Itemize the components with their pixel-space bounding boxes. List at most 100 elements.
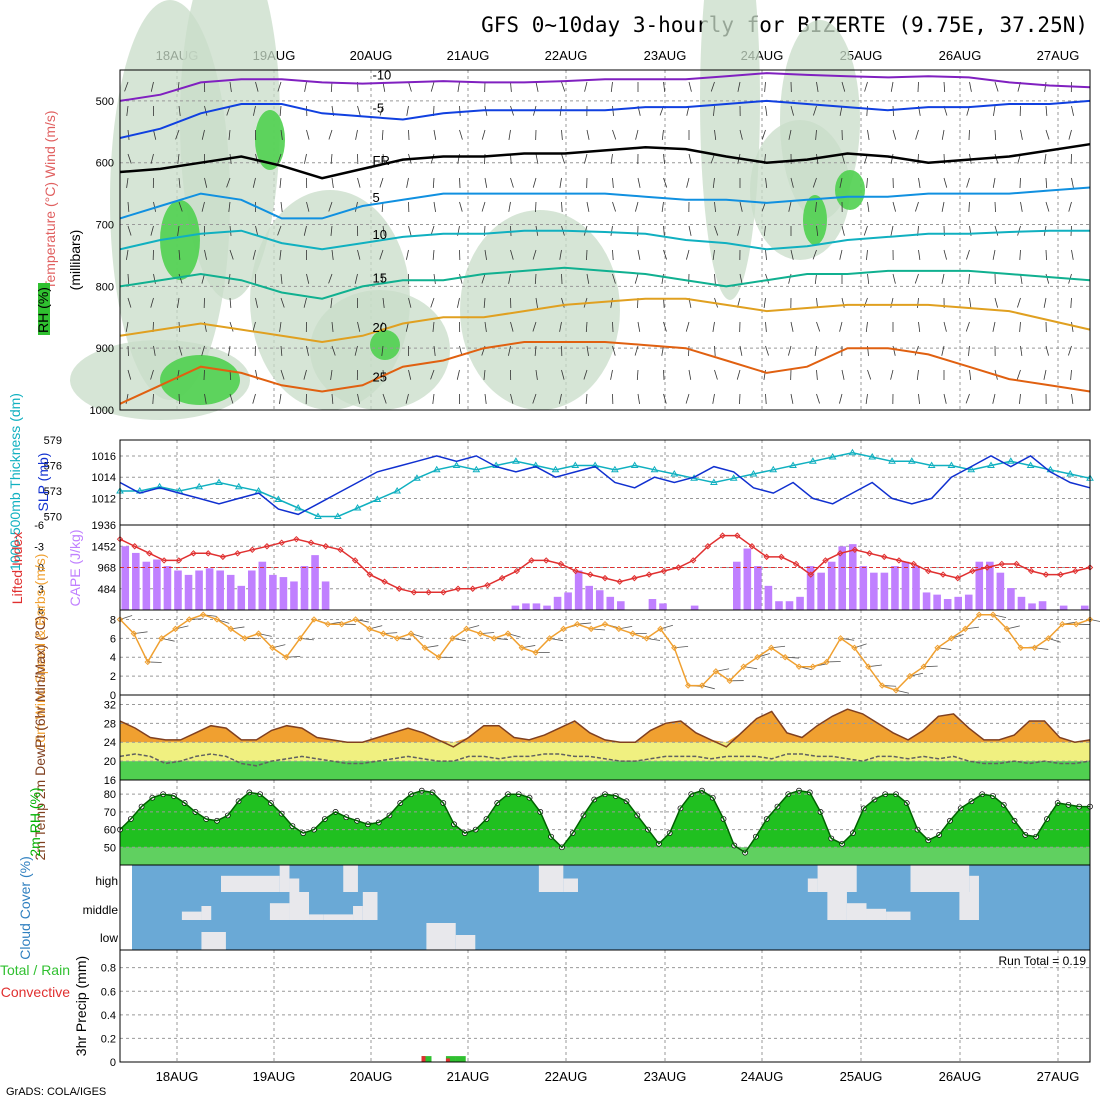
wind-barb [306,273,310,284]
wind-barb [153,129,157,140]
lifted-index-line-marker [351,557,359,564]
wind-barb [153,273,156,284]
wind-barb [559,393,562,404]
wind-barb [686,249,690,260]
isotherm-25 [119,341,1091,405]
wind-barb [943,81,946,93]
cape-bar [543,605,551,610]
wind-barb [713,105,715,116]
wind-barb [788,129,792,140]
wind-barb [765,321,767,332]
wind-speed-line-marker [283,654,290,661]
cape-tick: 484 [98,584,116,596]
wind-barb [228,129,231,140]
wind-barb [612,345,616,356]
lifted-index-line-marker [116,535,124,543]
wind-barb [917,297,919,308]
wind-barb [586,129,590,140]
wind-barb [508,273,511,284]
rh-high-shading [160,200,200,280]
cape-bar [585,585,593,610]
cape-bar [880,572,889,610]
cape-bar [617,601,625,610]
wind-speed-line-marker [615,625,623,633]
rh-legend-swatch [38,283,50,335]
date-label-top: 23AUG [644,48,687,63]
thickness-line-marker [512,457,520,464]
wind-barb [685,321,690,332]
wind-barb [815,201,817,212]
wind-barb [484,177,488,188]
wind-barb [663,225,665,236]
isotherm-label: 10 [373,227,387,242]
pressure-tick: 500 [96,96,114,108]
wind-barb [508,129,511,140]
wind-barb [280,201,283,212]
wind-barb [586,273,590,284]
cape-bar [174,570,182,610]
cape-bar [574,570,583,610]
wind-barb [1045,105,1048,116]
cape-bar [986,561,994,610]
date-label-bottom: 18AUG [156,1069,199,1084]
wind-barb [510,249,514,260]
pressure-tick: 800 [96,281,114,293]
wind-barb [812,177,817,188]
wind-barb [815,129,817,140]
wind-barb [150,81,154,92]
wind-barb [306,201,310,212]
wind-barb [457,297,460,308]
cape-bar [806,566,815,610]
wind-barb [204,249,207,260]
wind-barb [610,81,613,92]
cape-bar [817,572,825,610]
rh-tick: 50 [104,842,116,854]
cloud-mid-block [866,908,887,920]
panel-frame-wind [119,609,1091,696]
wind-speed-line-marker [920,663,927,670]
wind-barb [433,129,437,140]
wind-speed-line-marker [532,649,539,656]
wind-barb [510,81,512,92]
wind-barb [584,153,588,164]
wind-barb [150,225,154,236]
rh-tick: 70 [104,807,116,819]
wind-barb [867,369,872,380]
cape-bar [659,603,667,610]
wind-barb [433,345,436,356]
temp-band-green [120,761,1090,780]
wind-barb [229,321,234,332]
wind-barb [178,273,183,284]
precip-ylabel: 3hr Precip (mm) [73,956,89,1056]
wind-barb [1071,393,1074,404]
cape-bar [848,544,857,610]
wind-barb [1045,129,1050,140]
cape-bar [1038,601,1047,610]
wind-barb [969,81,972,92]
wind-barb [612,177,614,188]
cape-bar [279,577,288,610]
lifted-index-tick: 6 [38,605,44,617]
wind-barb [710,81,715,92]
wind-barb [1020,201,1023,212]
cape-bar [732,561,741,610]
cape-bar [912,566,920,610]
wind-barb [1044,153,1047,164]
wind-tick: 0 [110,690,116,702]
wind-barb [177,297,180,308]
lifted-index-line-marker [734,532,741,539]
wind-barb [586,345,589,356]
wind-barb [430,81,435,92]
wind-barb [229,393,234,404]
wind-barb [918,177,921,188]
wind-ylabel: 10m Wind Speed & Barbs (m/s) [32,554,48,751]
thickness-line-marker [155,482,164,490]
wind-barb [739,273,743,284]
wind-barb [331,249,334,260]
wind-barb [229,297,232,308]
wind-barb [637,249,641,260]
wind-barb [406,177,409,188]
isotherm--5 [119,99,1091,139]
wind-barb [1071,321,1074,332]
cloud-level-low: low [100,931,118,945]
